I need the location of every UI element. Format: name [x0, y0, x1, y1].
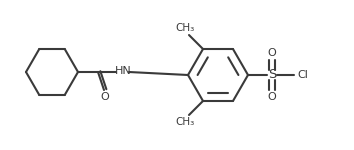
Text: O: O [268, 48, 276, 58]
Text: HN: HN [115, 66, 131, 76]
Text: Cl: Cl [298, 70, 308, 80]
Text: O: O [268, 92, 276, 102]
Text: O: O [101, 92, 109, 102]
Text: CH₃: CH₃ [175, 117, 195, 127]
Text: S: S [268, 69, 276, 81]
Text: CH₃: CH₃ [175, 23, 195, 33]
